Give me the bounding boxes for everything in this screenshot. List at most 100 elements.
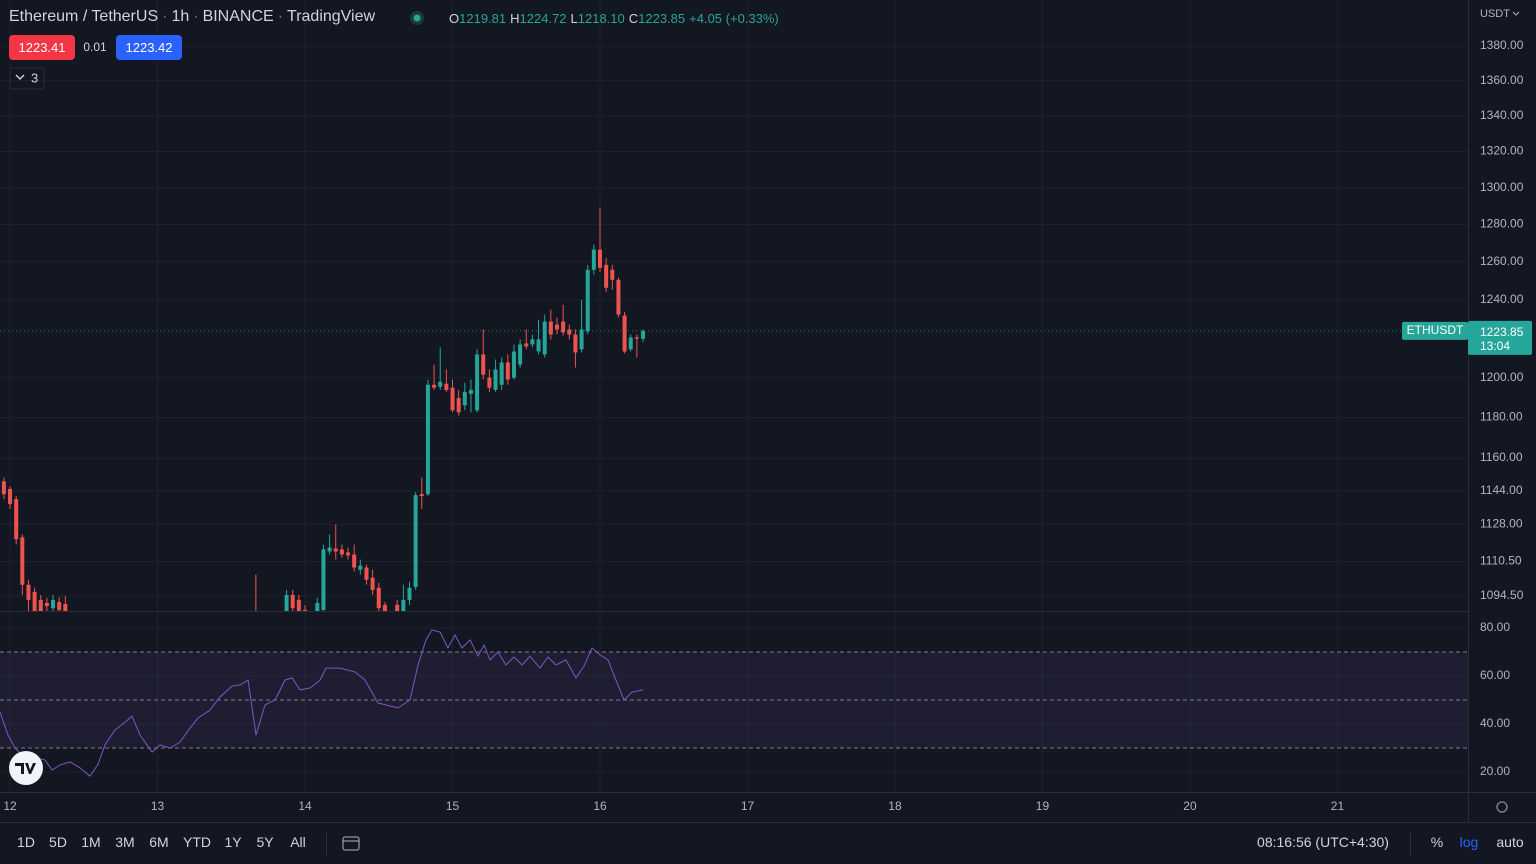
y-tick-label: 1300.00 — [1480, 180, 1524, 194]
symbol-name[interactable]: Ethereum / TetherUS — [9, 8, 159, 25]
candle-body — [530, 339, 535, 345]
y-tick-label: 1144.00 — [1480, 483, 1523, 497]
y-tick-label: 1260.00 — [1480, 254, 1524, 268]
candle-body — [616, 279, 621, 315]
percent-toggle[interactable]: % — [1430, 834, 1444, 850]
indicator-toggle[interactable] — [9, 67, 45, 90]
x-tick-label: 16 — [593, 799, 607, 813]
ohlc-legend: O1219.81 H1224.72 L1218.10 C1223.85 +4.05 (+… — [445, 11, 779, 26]
candle-body — [468, 389, 473, 394]
x-tick-label: 20 — [1183, 799, 1197, 813]
candle-body — [376, 587, 381, 609]
countdown-label: 13:04 — [1480, 339, 1510, 353]
ohlc-key: O — [449, 11, 460, 26]
status-dot — [413, 14, 421, 22]
candle-body — [450, 387, 455, 411]
source: TradingView — [287, 8, 376, 25]
candle-body — [524, 343, 529, 347]
separator: · — [277, 8, 284, 25]
candle-body — [32, 591, 37, 611]
range-button[interactable]: All — [290, 834, 306, 850]
candle-body — [346, 552, 351, 556]
range-button[interactable]: 5Y — [256, 834, 274, 850]
candle-body — [57, 602, 62, 610]
y-tick-label: 1110.50 — [1480, 554, 1522, 568]
ohlc-value: 1219.81 — [459, 11, 507, 26]
range-button[interactable]: 1D — [17, 834, 35, 850]
buy-button[interactable]: 1223.42 — [116, 35, 182, 60]
candle-body — [358, 565, 363, 570]
candle-body — [321, 549, 326, 610]
y-tick-label: 80.00 — [1480, 620, 1510, 634]
candle-body — [63, 604, 68, 611]
range-button[interactable]: 1M — [81, 834, 101, 850]
x-tick-label: 14 — [298, 799, 312, 813]
y-tick-label: 1160.00 — [1480, 450, 1523, 464]
candle-body — [622, 315, 627, 352]
rsi-line — [0, 629, 644, 777]
y-tick-label: 60.00 — [1480, 668, 1510, 682]
candle-body — [395, 604, 400, 611]
x-tick-label: 18 — [888, 799, 902, 813]
candle-body — [573, 334, 578, 353]
axes: 12 13 14 15 16 17 18 19 20 21 1380.00 1360.00 1340.0… — [3, 38, 1532, 813]
candle-body — [567, 329, 572, 335]
candle-body — [8, 488, 13, 505]
logo[interactable] — [9, 751, 43, 785]
candle-body — [628, 337, 633, 350]
range-button[interactable]: 3M — [115, 834, 135, 850]
range-button[interactable]: 5D — [49, 834, 67, 850]
date-range-icon[interactable] — [342, 836, 360, 851]
candle-body — [610, 269, 615, 280]
candle-body — [401, 599, 406, 611]
price-pane — [0, 207, 1468, 613]
rsi-band — [0, 651, 1468, 749]
sell-button[interactable]: 1223.41 — [9, 35, 75, 60]
separator: · — [162, 8, 168, 25]
range-button[interactable]: 1Y — [224, 834, 242, 850]
range-button[interactable]: 6M — [149, 834, 169, 850]
settings-icon[interactable] — [1496, 801, 1508, 813]
candle-body — [284, 594, 289, 611]
range-button[interactable]: YTD — [183, 834, 211, 850]
candle-body — [290, 594, 295, 609]
auto-toggle[interactable]: auto — [1496, 834, 1524, 850]
log-toggle[interactable]: log — [1459, 834, 1479, 850]
indicator-count: 3 — [31, 70, 38, 85]
candle-body — [493, 369, 498, 390]
currency-caret — [1512, 11, 1520, 16]
candle-body — [444, 383, 449, 390]
x-tick-label: 12 — [3, 799, 17, 813]
candle-body — [413, 495, 418, 587]
y-tick-label: 1380.00 — [1480, 38, 1524, 52]
candle-body — [1, 481, 6, 495]
y-tick-label: 1094.50 — [1480, 588, 1524, 602]
candle-body — [370, 577, 375, 590]
ohlc-value: 1224.72 — [519, 11, 567, 26]
candle-body — [254, 612, 258, 613]
candle-body — [333, 548, 338, 552]
y-tick-label: 40.00 — [1480, 716, 1510, 730]
ohlc-value: 1218.10 — [577, 11, 625, 26]
candle-body — [591, 249, 596, 270]
x-tick-label: 21 — [1331, 799, 1345, 813]
candle-body — [542, 321, 547, 355]
y-tick-label: 1128.00 — [1480, 517, 1523, 531]
ohlc-key: L — [570, 11, 578, 26]
candle-body — [407, 587, 412, 600]
currency-label[interactable]: USDT — [1480, 8, 1510, 20]
candle-body — [20, 537, 25, 585]
symbol-tag — [1402, 321, 1468, 340]
candle-body — [339, 549, 344, 555]
clock[interactable]: 08:16:56 (UTC+4:30) — [1257, 834, 1389, 850]
candle-body — [438, 381, 443, 387]
interval: 1h — [171, 8, 190, 25]
candle-body — [303, 609, 308, 611]
x-tick-label: 15 — [446, 799, 460, 813]
candle-body — [598, 249, 603, 268]
candle-body — [518, 344, 523, 365]
ohlc-value: 1223.85 — [638, 11, 686, 26]
symbol-tag-label: ETHUSDT — [1407, 323, 1464, 337]
candle-body — [499, 362, 504, 385]
